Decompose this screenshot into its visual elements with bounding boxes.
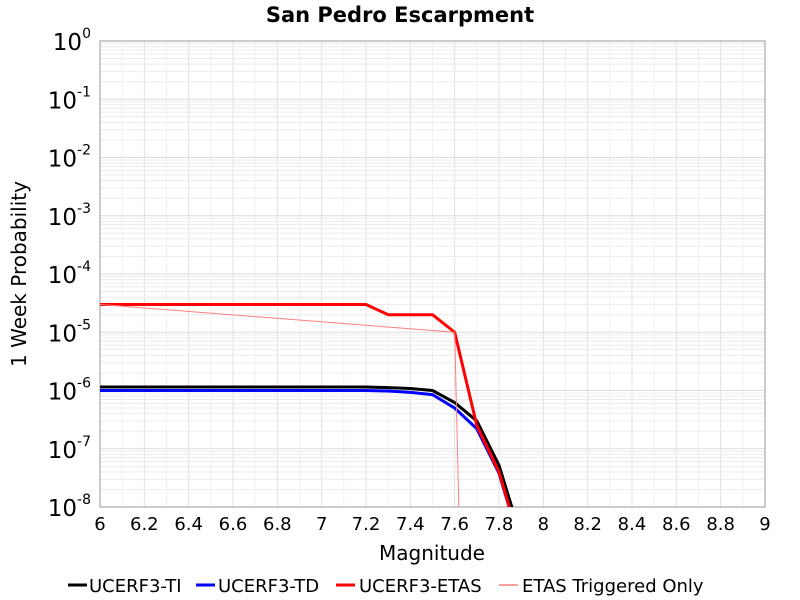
x-tick-label: 6.4 <box>174 514 203 535</box>
x-tick-label: 7.8 <box>485 514 514 535</box>
legend-label: ETAS Triggered Only <box>522 576 704 597</box>
x-tick-label: 6.2 <box>130 514 159 535</box>
x-tick-label: 6 <box>94 514 105 535</box>
y-tick-label: 10-2 <box>48 143 91 173</box>
y-tick-label: 10-6 <box>48 376 91 406</box>
legend-label: UCERF3-TD <box>218 576 319 597</box>
series-line-3 <box>100 303 460 507</box>
x-tick-label: 7.2 <box>352 514 381 535</box>
y-tick-label: 10-5 <box>48 317 91 347</box>
legend-label: UCERF3-TI <box>89 576 182 597</box>
x-tick-label: 8.4 <box>618 514 647 535</box>
chart-title: San Pedro Escarpment <box>266 3 534 27</box>
plot-frame <box>99 40 766 508</box>
legend-label: UCERF3-ETAS <box>359 576 482 597</box>
x-tick-label: 8.8 <box>706 514 735 535</box>
y-axis-label: 1 Week Probability <box>7 181 31 367</box>
x-tick-labels: 6 6.2 6.4 6.6 6.8 7 7.2 7.4 7.6 7.8 8 8.2 8.4 8.6 8.8 9 <box>94 514 770 535</box>
x-tick-label: 7.4 <box>396 514 425 535</box>
series-group <box>100 302 514 507</box>
y-tick-label: 10-4 <box>48 259 91 289</box>
x-tick-label: 9 <box>759 514 770 535</box>
x-tick-label: 8 <box>538 514 549 535</box>
x-tick-label: 7.6 <box>440 514 469 535</box>
y-tick-labels: 100 10-1 10-2 10-3 10-4 10-5 10-6 10-7 10-8 <box>48 26 91 522</box>
y-tick-label: 10-3 <box>48 201 91 231</box>
x-tick-label: 7 <box>316 514 327 535</box>
x-tick-label: 6.8 <box>263 514 292 535</box>
x-axis-label: Magnitude <box>379 541 485 565</box>
y-tick-label: 10-1 <box>48 84 91 114</box>
y-tick-label: 10-7 <box>48 434 91 464</box>
x-tick-label: 8.2 <box>573 514 602 535</box>
legend: UCERF3-TI UCERF3-TD UCERF3-ETAS ETAS Trigge… <box>68 576 704 597</box>
series-line-2 <box>100 302 511 507</box>
x-tick-label: 6.6 <box>219 514 248 535</box>
grid <box>99 41 766 508</box>
y-tick-label: 10-8 <box>48 492 91 522</box>
x-tick-label: 8.6 <box>662 514 691 535</box>
series-line-0 <box>100 385 514 507</box>
y-tick-label: 100 <box>53 26 91 56</box>
